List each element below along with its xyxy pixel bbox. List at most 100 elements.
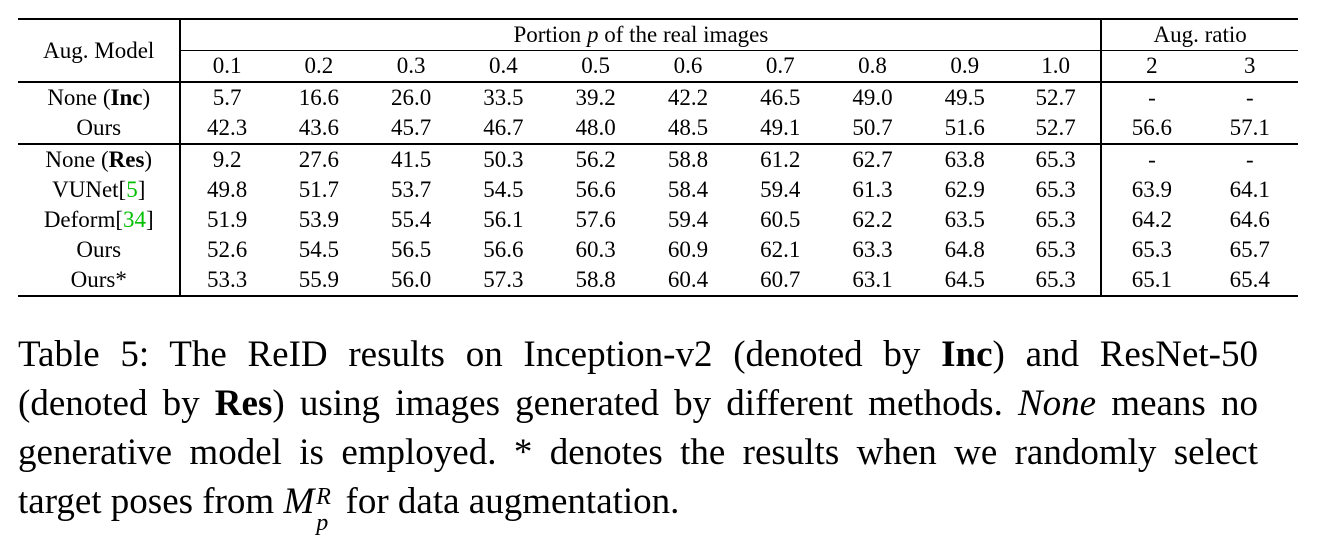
portion-value-cell: 64.8 [944,237,985,262]
ratio-value-cell: - [1148,85,1156,110]
model-name: None ( [47,85,111,110]
portion-col-header: 0.8 [826,50,919,83]
model-name: None ( [45,147,109,172]
portion-value-cell: 65.3 [1010,143,1103,175]
portion-value-cell: 49.5 [944,85,985,110]
portion-col-header: 0.2 [272,50,366,83]
results-table-container: Aug. Model Portion p of the real images … [18,18,1298,297]
ratio-value-cell: 63.9 [1131,177,1173,202]
portion-value-cell: 16.6 [298,85,339,110]
portion-value-cell: 63.1 [826,265,919,297]
model-name-tail: ) [142,85,151,110]
portion-value-cell: 39.2 [575,85,616,110]
portion-header-var: p [586,22,599,47]
ratio-col-header: 3 [1201,50,1298,83]
ratio-value-cell: 64.1 [1229,177,1270,202]
portion-value-cell: 49.0 [852,85,893,110]
caption-math-sub: p [316,510,329,536]
portion-value-cell: 52.6 [206,237,248,262]
portion-value-cell: 42.2 [667,85,709,110]
caption-part-3: ) using images generated by different me… [272,383,1018,424]
portion-value-cell: 60.3 [575,237,616,262]
portion-col-header: 0.3 [365,50,458,83]
portion-value-cell: 54.5 [483,177,524,202]
portion-value-cell: 56.0 [365,265,458,297]
portion-value-cell: 62.2 [852,207,893,232]
ratio-value-cell: 65.4 [1201,265,1298,297]
portion-value-cell: 5.7 [212,85,242,110]
portion-value-cell: 65.3 [1010,205,1103,235]
portion-value-cell: 60.5 [760,207,801,232]
model-backbone: Res [108,147,145,172]
citation-link[interactable]: 34 [123,207,146,232]
ratio-value-cell: 56.6 [1131,115,1173,140]
portion-value-cell: 58.4 [667,177,709,202]
model-name-tail: ) [144,147,153,172]
portion-value-cell: 45.7 [391,115,432,140]
portion-value-cell: 62.9 [944,177,985,202]
portion-value-cell: 60.7 [734,265,827,297]
portion-value-cell: 63.5 [944,207,985,232]
portion-value-cell: 26.0 [391,85,432,110]
caption-bold-inc: Inc [941,334,993,375]
portion-value-cell: 60.9 [667,237,709,262]
portion-value-cell: 63.3 [852,237,893,262]
portion-value-cell: 55.4 [391,207,432,232]
citation-link[interactable]: 5 [126,177,138,202]
model-name-tail: ] [137,177,146,202]
portion-value-cell: 53.7 [391,177,432,202]
portion-value-cell: 43.6 [298,115,339,140]
portion-value-cell: 9.2 [180,143,273,175]
portion-col-header: 0.6 [641,50,735,83]
caption-bold-res: Res [214,383,273,424]
ratio-value-cell: 64.6 [1229,207,1270,232]
portion-value-cell: 48.5 [667,115,709,140]
portion-value-cell: 57.3 [457,265,550,297]
caption-part-4: means no generative model is employed. *… [18,383,1258,522]
ratio-value-cell: - [1245,85,1254,110]
portion-value-cell: 27.6 [272,143,366,175]
table-row: Ours 42.3 43.6 45.7 46.7 48.0 48.5 49.1 50.7 51.6… [18,113,1298,144]
ratio-value-cell: - [1201,143,1298,175]
portion-value-cell: 51.6 [944,115,985,140]
portion-value-cell: 46.5 [760,85,801,110]
portion-value-cell: 61.3 [852,177,893,202]
model-name-cell: Ours [18,113,182,144]
caption-math-m: M [283,481,315,522]
portion-value-cell: 48.0 [575,115,616,140]
portion-value-cell: 46.7 [483,115,524,140]
portion-value-cell: 60.4 [641,265,735,297]
portion-value-cell: 52.7 [1010,82,1103,113]
model-name: Ours [76,237,122,262]
ratio-value-cell: 65.1 [1101,265,1202,297]
portion-value-cell: 55.9 [272,265,366,297]
model-name: Ours [76,115,122,140]
portion-value-cell: 62.7 [826,143,919,175]
model-name-tail: ] [146,207,154,232]
portion-header-pre: Portion [513,22,582,47]
portion-value-cell: 56.2 [549,143,642,175]
model-name-cell: Deform[34] [18,205,182,235]
portion-value-cell: 56.6 [575,177,616,202]
caption-italic-none: None [1018,383,1097,424]
table-row: Ours 52.6 54.5 56.5 56.6 60.3 60.9 62.1 63.3 64.8… [18,235,1298,265]
table-row: None (Res) 9.2 27.6 41.5 50.3 56.2 58.8 61.2 62.… [18,143,1298,175]
portion-value-cell: 53.9 [298,207,339,232]
portion-value-cell: 54.5 [298,237,339,262]
portion-value-cell: 42.3 [206,115,248,140]
table-caption: Table 5: The ReID results on Inception-v… [18,330,1258,536]
portion-value-cell: 56.1 [483,207,524,232]
ratio-value-cell: 64.2 [1131,207,1173,232]
model-name-cell: Ours* [18,265,182,297]
ratio-value-cell: 65.7 [1229,237,1270,262]
portion-value-cell: 58.8 [641,143,735,175]
portion-col-header: 0.7 [734,50,827,83]
portion-value-cell: 63.8 [918,143,1011,175]
portion-value-cell: 51.7 [298,177,339,202]
portion-value-cell: 58.8 [549,265,642,297]
header-row-1: Aug. Model Portion p of the real images … [18,18,1298,83]
results-table: Aug. Model Portion p of the real images … [18,18,1298,297]
portion-value-cell: 57.6 [575,207,616,232]
model-name: VUNet[ [52,177,127,202]
